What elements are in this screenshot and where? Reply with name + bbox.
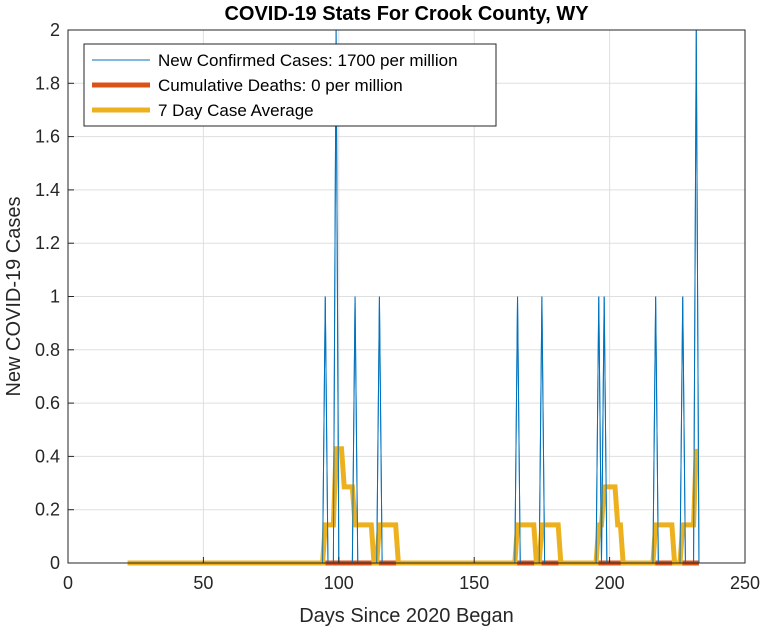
x-tick-label: 200: [595, 573, 625, 593]
legend-label-new-cases: New Confirmed Cases: 1700 per million: [158, 51, 458, 70]
legend-box: [83, 43, 497, 127]
x-axis-label: Days Since 2020 Began: [299, 605, 514, 627]
axis-ticks: 0 50 100 150 200 250 0 0.2 0.4 0.6 0.8 1 1.2 1.4 1.6 1.…: [35, 20, 760, 593]
y-tick-label: 0.2: [35, 500, 60, 520]
y-tick-label: 0.6: [35, 393, 60, 413]
y-tick-label: 2: [50, 20, 60, 40]
y-tick-label: 1.4: [35, 180, 60, 200]
y-tick-label: 1: [50, 287, 60, 307]
y-tick-label: 0.8: [35, 340, 60, 360]
x-tick-label: 50: [193, 573, 213, 593]
x-tick-label: 150: [459, 573, 489, 593]
x-tick-label: 100: [324, 573, 354, 593]
y-axis-label: New COVID-19 Cases: [3, 196, 25, 396]
y-tick-label: 1.8: [35, 73, 60, 93]
y-tick-label: 1.6: [35, 127, 60, 147]
legend: New Confirmed Cases: 1700 per million Cu…: [83, 43, 497, 127]
y-tick-label: 1.2: [35, 233, 60, 253]
legend-label-deaths: Cumulative Deaths: 0 per million: [158, 76, 403, 95]
legend-label-average: 7 Day Case Average: [158, 101, 314, 120]
x-tick-label: 250: [730, 573, 760, 593]
y-tick-label: 0: [50, 553, 60, 573]
y-tick-label: 0.4: [35, 446, 60, 466]
chart-title: COVID-19 Stats For Crook County, WY: [224, 3, 589, 25]
x-tick-label: 0: [63, 573, 73, 593]
